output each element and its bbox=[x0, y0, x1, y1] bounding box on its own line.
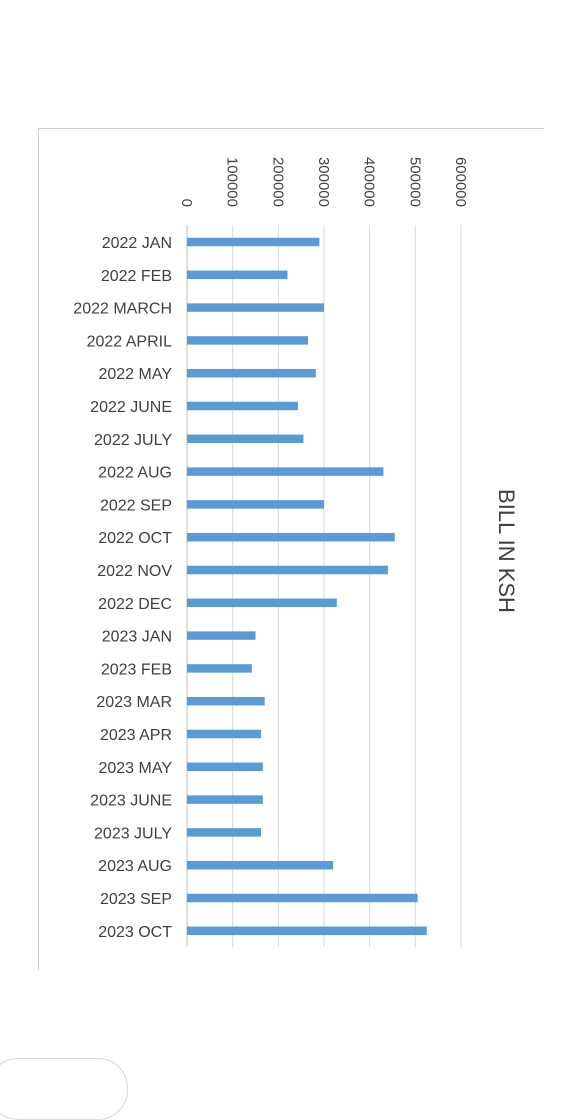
category-label: 2022 NOV bbox=[97, 563, 172, 580]
category-label: 2022 OCT bbox=[98, 530, 172, 547]
corner-tab bbox=[0, 1058, 128, 1120]
x-tick-label: 100000 bbox=[224, 157, 241, 207]
x-tick-label: 600000 bbox=[452, 157, 469, 207]
bar bbox=[187, 598, 337, 608]
category-label: 2023 AUG bbox=[98, 858, 172, 875]
bars bbox=[187, 237, 427, 936]
x-tick-label: 400000 bbox=[361, 157, 378, 207]
category-label: 2022 SEP bbox=[100, 497, 172, 514]
category-label: 2022 JAN bbox=[102, 235, 172, 252]
bar bbox=[187, 368, 316, 378]
x-tick-label: 300000 bbox=[315, 157, 332, 207]
category-label: 2022 FEB bbox=[101, 268, 172, 285]
category-labels: 2022 JAN 2022 FEB 2022 MARCH 2022 APRIL 2022… bbox=[73, 235, 172, 941]
category-label: 2022 JULY bbox=[94, 432, 172, 449]
category-label: 2023 OCT bbox=[98, 924, 172, 941]
category-label: 2023 APR bbox=[100, 727, 172, 744]
bar bbox=[187, 926, 427, 936]
bar bbox=[187, 696, 265, 706]
category-label: 2023 JAN bbox=[102, 629, 172, 646]
category-label: 2022 MARCH bbox=[73, 301, 172, 318]
bar bbox=[187, 336, 309, 345]
bar bbox=[187, 500, 324, 509]
bar bbox=[187, 237, 320, 247]
bar bbox=[187, 664, 252, 673]
bar bbox=[187, 532, 395, 542]
x-tick-label: 500000 bbox=[406, 157, 423, 207]
bar bbox=[187, 565, 388, 575]
category-label: 2023 JUNE bbox=[90, 793, 172, 810]
bar bbox=[187, 401, 298, 411]
bar bbox=[187, 762, 263, 772]
bar-chart: 2022 JAN 2022 FEB 2022 MARCH 2022 APRIL 2022… bbox=[73, 157, 519, 947]
bar bbox=[187, 303, 324, 312]
chart-title: BILL IN KSH bbox=[494, 489, 519, 613]
x-tick-label: 200000 bbox=[269, 157, 286, 207]
category-label: 2023 SEP bbox=[100, 891, 172, 908]
grid-lines bbox=[186, 225, 462, 947]
category-label: 2023 FEB bbox=[101, 661, 172, 678]
category-label: 2022 AUG bbox=[98, 465, 172, 482]
category-label: 2023 MAY bbox=[98, 760, 172, 777]
bar bbox=[187, 467, 384, 476]
axis-tick-labels: 0 100000 200000 300000 400000 500000 600000 bbox=[178, 157, 469, 207]
chart-frame: 2022 JAN 2022 FEB 2022 MARCH 2022 APRIL 2022… bbox=[38, 128, 544, 970]
category-label: 2022 DEC bbox=[98, 596, 172, 613]
category-label: 2023 JULY bbox=[94, 825, 172, 842]
bar bbox=[187, 860, 334, 870]
category-label: 2022 APRIL bbox=[87, 333, 173, 350]
bar bbox=[187, 434, 304, 444]
category-label: 2022 JUNE bbox=[90, 399, 172, 416]
bar bbox=[187, 828, 261, 837]
x-tick-label: 0 bbox=[178, 199, 195, 207]
bar bbox=[187, 795, 263, 804]
bar bbox=[187, 729, 261, 739]
category-label: 2022 MAY bbox=[98, 366, 172, 383]
bar bbox=[187, 270, 288, 280]
bar bbox=[187, 893, 418, 903]
bar bbox=[187, 631, 256, 640]
category-label: 2023 MAR bbox=[96, 694, 172, 711]
